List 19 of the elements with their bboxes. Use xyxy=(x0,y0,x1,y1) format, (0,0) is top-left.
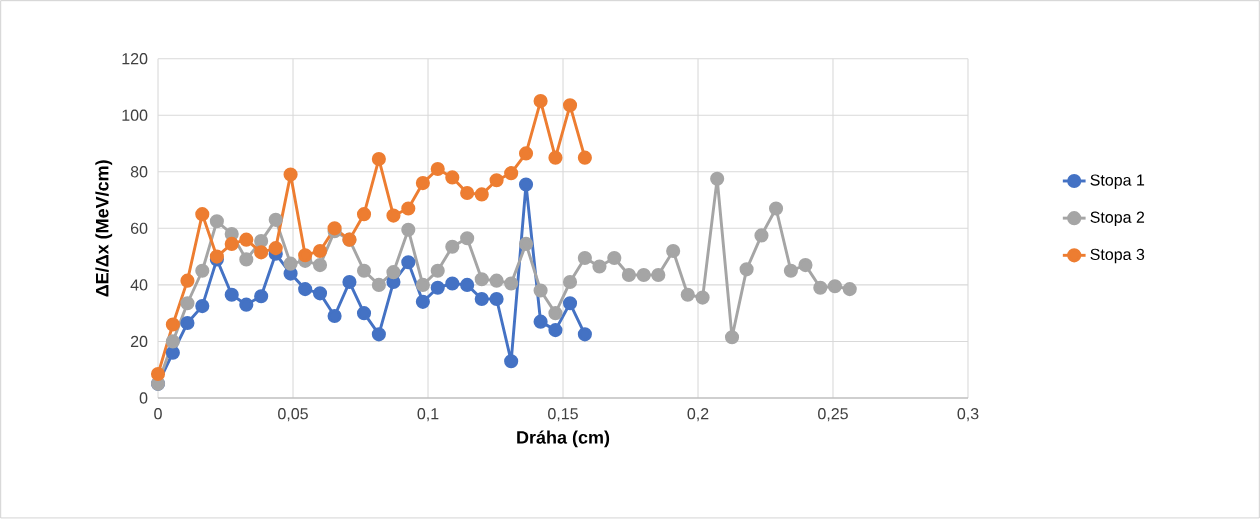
y-tick-label: 0 xyxy=(139,392,148,404)
y-tick-label: 20 xyxy=(130,335,148,348)
legend-label: Stopa 1 xyxy=(1090,174,1145,190)
y-tick-label: 60 xyxy=(130,222,148,235)
x-tick-label: 0,2 xyxy=(687,408,709,422)
y-tick-label: 40 xyxy=(130,279,148,291)
x-tick-label: 0,15 xyxy=(548,408,578,422)
x-tick-label: 0 xyxy=(154,408,162,420)
y-tick-label: 120 xyxy=(122,53,148,65)
x-tick-label: 0,3 xyxy=(957,408,979,422)
legend-label: Stopa 3 xyxy=(1090,248,1145,264)
x-tick-label: 0,25 xyxy=(818,408,848,422)
x-axis-title: Dráha (cm) xyxy=(517,430,610,448)
y-axis-title: ΔE/Δx (MeV/cm) xyxy=(95,160,113,297)
x-tick-label: 0,05 xyxy=(278,408,308,422)
y-tick-label: 100 xyxy=(122,109,148,122)
x-tick-label: 0,1 xyxy=(417,408,439,422)
legend-label: Stopa 2 xyxy=(1090,211,1145,227)
y-tick-label: 80 xyxy=(130,166,148,178)
